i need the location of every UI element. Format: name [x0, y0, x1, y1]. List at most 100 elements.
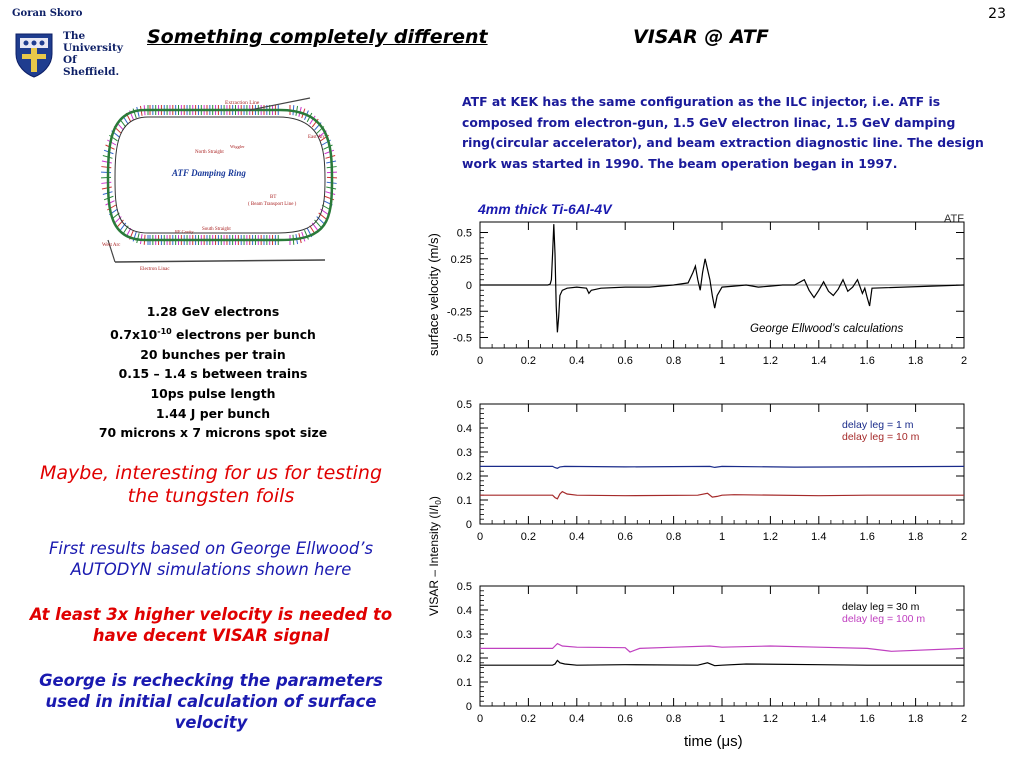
x-tick-label: 0.8	[666, 355, 681, 367]
y-tick-label: 0.5	[457, 399, 472, 411]
mid-series-delay-1m	[480, 465, 965, 469]
x-tick-label: 2	[961, 713, 967, 725]
ring-label-east: East Arc	[308, 135, 326, 140]
x-tick-label: 2	[961, 531, 967, 543]
top-plot-title: 4mm thick Ti-6Al-4V	[477, 201, 613, 217]
ring-inner	[114, 116, 326, 234]
magnet-tick	[101, 186, 112, 190]
slide-title-visar: VISAR @ ATF	[633, 26, 769, 48]
magnet-tick	[116, 219, 124, 228]
university-crest-icon	[15, 33, 53, 78]
magnet-tick	[314, 219, 322, 228]
top-y-tick-labels: 0.5 0.25 0 -0.25 -0.5	[447, 228, 472, 345]
x-tick-label: 0	[477, 713, 483, 725]
y-tick-label: 0.3	[457, 447, 472, 459]
university-name-line: Of	[63, 54, 77, 66]
ring-label-rf: RF Cavity	[175, 229, 194, 234]
bot-legend-2: delay leg = 100 m	[842, 613, 925, 625]
ring-label-west: West Arc	[102, 243, 121, 248]
mid-series-delay-10m	[480, 490, 964, 500]
x-tick-label: 1.4	[811, 355, 826, 367]
x-tick-label: 1.2	[763, 531, 778, 543]
y-tick-label: 0	[466, 701, 472, 713]
mid-x-tick-labels: 0 0.2 0.4 0.6 0.8 1 1.2 1.4 1.6 1.8 2	[477, 531, 967, 543]
top-x-tick-labels: 0 0.2 0.4 0.6 0.8 1 1.2 1.4 1.6 1.8 2	[477, 355, 967, 367]
bot-series-delay-30m	[480, 659, 964, 667]
param-energy: 1.28 GeV electrons	[146, 304, 280, 319]
x-tick-label: 0	[477, 531, 483, 543]
y-tick-label: 0.2	[457, 471, 472, 483]
param-electrons: 0.7x10-10 electrons per bunch	[88, 322, 338, 345]
x-tick-label: 1.6	[860, 713, 875, 725]
y-tick-label: 0.5	[457, 581, 472, 593]
magnet-tick	[325, 191, 336, 195]
plot-xlabel: time (μs)	[684, 733, 743, 750]
x-tick-label: 0.6	[618, 531, 633, 543]
y-tick-label: 0.4	[457, 605, 472, 617]
magnet-tick	[119, 222, 127, 232]
top-ticks	[479, 222, 965, 348]
x-tick-label: 1.8	[908, 355, 923, 367]
magnet-tick	[323, 144, 333, 150]
mid-legend-1: delay leg = 1 m	[842, 419, 914, 431]
bot-legend-1: delay leg = 30 m	[842, 601, 920, 613]
top-plot-tag: ATF	[944, 213, 964, 225]
param-pulse: 10ps pulse length	[150, 385, 276, 401]
x-tick-label: 0.8	[666, 531, 681, 543]
x-tick-label: 1.6	[860, 355, 875, 367]
top-series-line	[480, 224, 965, 333]
university-name-line: Sheffield.	[63, 66, 120, 78]
y-tick-label: -0.5	[453, 333, 472, 345]
x-tick-label: 1	[719, 713, 725, 725]
visar-ylabel-sub: 0	[434, 500, 443, 505]
magnet-tick	[101, 181, 112, 184]
university-name-line: University	[63, 42, 123, 54]
magnet-tick	[309, 115, 316, 125]
y-tick-label: 0.2	[457, 653, 472, 665]
ring-label-bt-desc: ( Beam Transport Line )	[248, 202, 297, 207]
extraction-line	[249, 97, 311, 111]
x-tick-label: 1.8	[908, 531, 923, 543]
author-name: Goran Skoro	[12, 8, 83, 19]
ring-label-north: North Straight	[195, 150, 224, 155]
x-tick-label: 0	[477, 355, 483, 367]
y-tick-label: 0.4	[457, 423, 472, 435]
note-first-results: First results based on George Ellwood’s …	[48, 539, 374, 579]
note-velocity-factor: At least 3x higher velocity is needed to…	[29, 605, 393, 645]
x-tick-label: 1	[719, 531, 725, 543]
atf-description: ATF at KEK has the same configuration as…	[462, 94, 984, 171]
bot-series-delay-100m	[480, 642, 965, 653]
param-bunches: 20 bunches per train	[140, 346, 286, 362]
x-tick-label: 1.2	[763, 713, 778, 725]
x-tick-label: 1.2	[763, 355, 778, 367]
ring-label-south: South Straight	[202, 227, 231, 232]
param-trains: 0.15 – 1.4 s between trains	[118, 366, 308, 382]
note-maybe-interesting: Maybe, interesting for us for testing th…	[39, 462, 383, 507]
x-tick-label: 0.4	[569, 531, 584, 543]
y-tick-label: -0.25	[447, 306, 472, 318]
magnet-tick	[318, 212, 327, 220]
ring-label-extraction: Extraction Line	[225, 100, 260, 106]
page-number: 23	[988, 6, 1006, 22]
y-tick-label: 0.1	[457, 495, 472, 507]
visar-plots: 4mm thick Ti-6Al-4V ATF surface velocity…	[426, 201, 967, 750]
x-tick-label: 0.8	[666, 713, 681, 725]
x-tick-label: 1	[719, 355, 725, 367]
y-tick-label: 0	[466, 280, 472, 292]
bot-y-tick-labels: 0.5 0.4 0.3 0.2 0.1 0	[457, 581, 472, 713]
x-tick-label: 0.6	[618, 355, 633, 367]
mid-legend-2: delay leg = 10 m	[842, 431, 920, 443]
magnet-tick	[136, 106, 140, 117]
top-plot-annotation: George Ellwood’s calculations	[750, 323, 903, 335]
y-tick-label: 0.1	[457, 677, 472, 689]
visar-ylabel-text: VISAR – Intensity (I/I	[427, 505, 441, 616]
x-tick-label: 2	[961, 355, 967, 367]
x-tick-label: 0.6	[618, 713, 633, 725]
atf-damping-ring-diagram: ATF Damping Ring Extraction Line North S…	[101, 97, 337, 272]
magnet-tick	[136, 233, 140, 244]
x-tick-label: 1.8	[908, 713, 923, 725]
ring-title: ATF Damping Ring	[171, 168, 246, 178]
ring-label-linac: Electron Linac	[140, 267, 170, 272]
x-tick-label: 0.2	[521, 713, 536, 725]
magnet-tick	[324, 149, 335, 155]
